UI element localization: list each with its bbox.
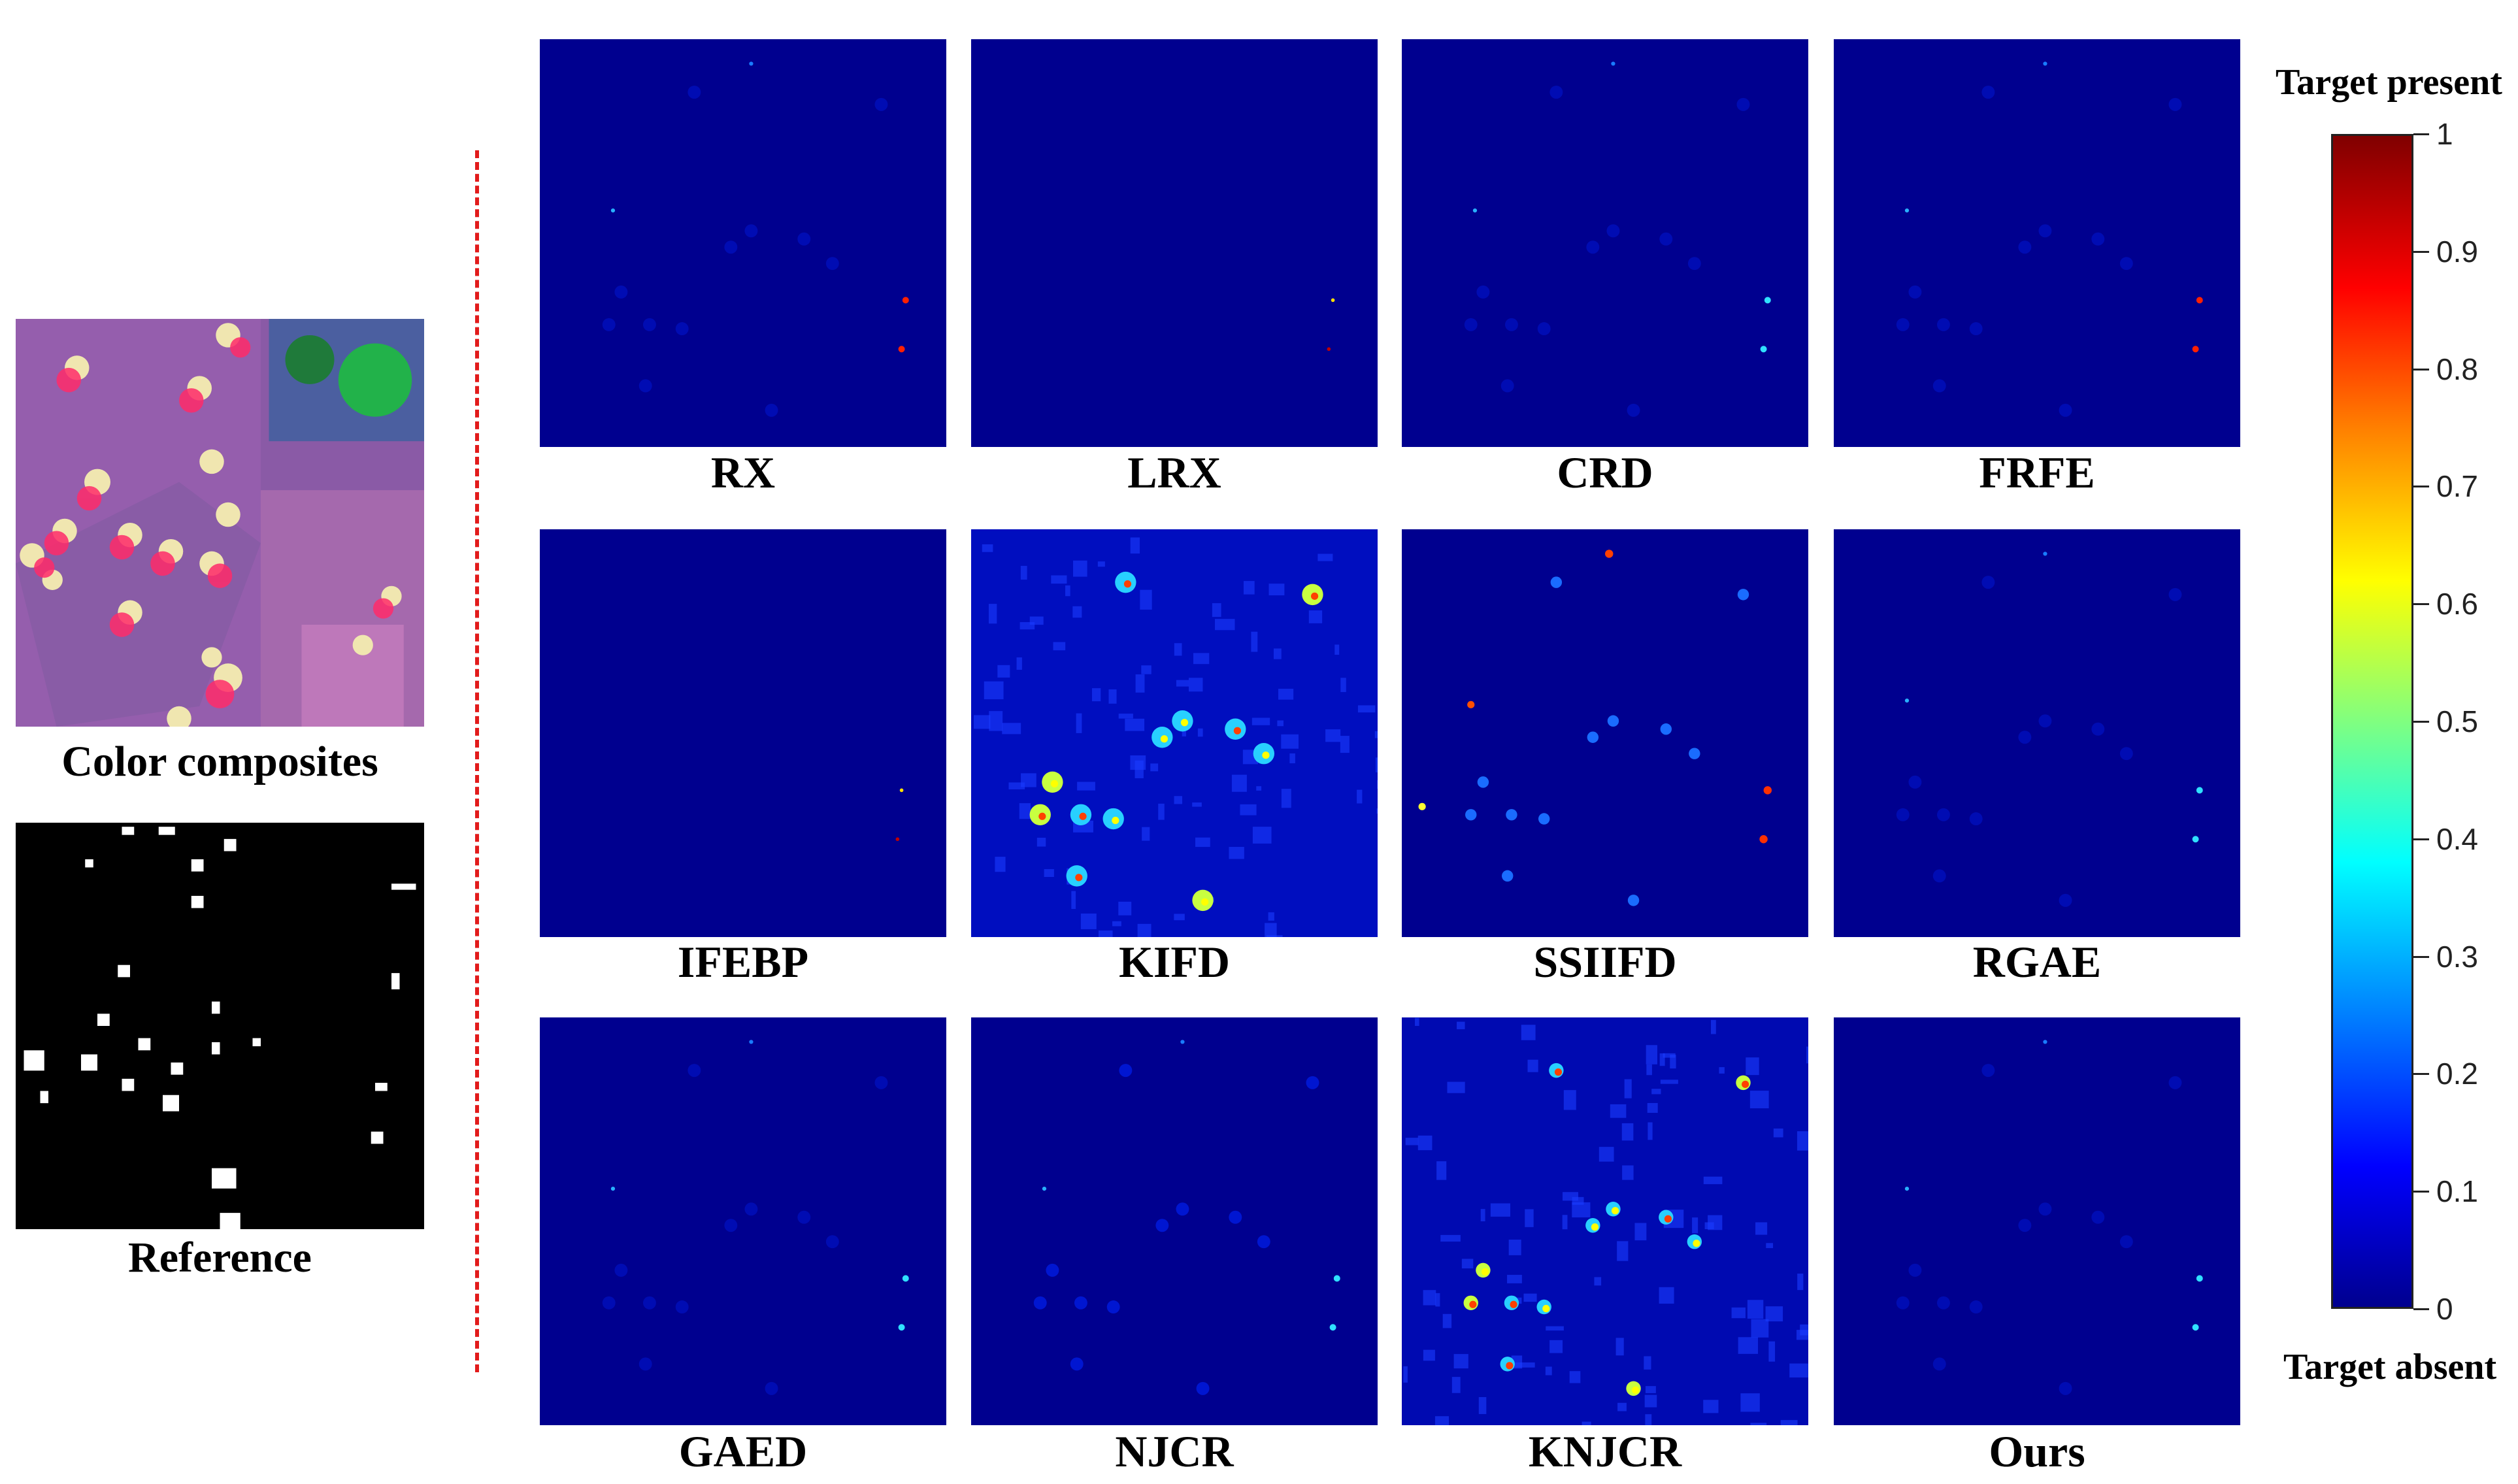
- colorbar-tick: [2413, 721, 2429, 723]
- color-composite-image: [16, 319, 424, 727]
- colorbar-tick: [2413, 368, 2429, 371]
- colorbar-top-title: Target present: [2276, 62, 2502, 103]
- colorbar-tick: [2413, 955, 2429, 958]
- detection-map-ifebp: [540, 529, 946, 937]
- colorbar-tick-label: 0.9: [2436, 234, 2478, 269]
- detection-map-ssiifd: [1402, 529, 1808, 937]
- colorbar-tick: [2413, 486, 2429, 488]
- colorbar-tick-label: 0.1: [2436, 1174, 2478, 1209]
- method-label-ours: Ours: [1989, 1426, 2085, 1476]
- color-composites-label: Color composites: [61, 738, 378, 785]
- colorbar-tick: [2413, 133, 2429, 135]
- detection-map-kifd: [971, 529, 1378, 937]
- detection-map-njcr: [971, 1017, 1378, 1425]
- colorbar-tick: [2413, 1073, 2429, 1076]
- colorbar: [2331, 134, 2413, 1309]
- red-dashed-divider: [475, 150, 479, 1372]
- detection-map-crd: [1402, 39, 1808, 447]
- colorbar-tick-label: 0.6: [2436, 587, 2478, 621]
- colorbar-tick: [2413, 1191, 2429, 1193]
- detection-map-ours: [1834, 1017, 2240, 1425]
- detection-map-lrx: [971, 39, 1378, 447]
- method-label-ifebp: IFEBP: [677, 937, 809, 987]
- method-label-knjcr: KNJCR: [1528, 1426, 1682, 1476]
- method-label-gaed: GAED: [678, 1426, 808, 1476]
- reference-label: Reference: [128, 1234, 312, 1281]
- colorbar-bottom-title: Target absent: [2283, 1347, 2497, 1387]
- method-label-lrx: LRX: [1127, 448, 1221, 497]
- colorbar-tick: [2413, 603, 2429, 606]
- colorbar-tick-label: 0.2: [2436, 1057, 2478, 1091]
- method-label-ssiifd: SSIIFD: [1533, 937, 1677, 987]
- detection-map-rgae: [1834, 529, 2240, 937]
- colorbar-tick: [2413, 838, 2429, 840]
- colorbar-tick: [2413, 1308, 2429, 1310]
- detection-map-knjcr: [1402, 1017, 1808, 1425]
- colorbar-tick-label: 1: [2436, 117, 2453, 151]
- detection-map-rx: [540, 39, 946, 447]
- colorbar-tick: [2413, 250, 2429, 253]
- colorbar-tick-label: 0: [2436, 1292, 2453, 1326]
- colorbar-tick-label: 0.5: [2436, 704, 2478, 738]
- colorbar-tick-label: 0.8: [2436, 352, 2478, 386]
- method-label-kifd: KIFD: [1119, 937, 1230, 987]
- method-label-rgae: RGAE: [1972, 937, 2102, 987]
- colorbar-tick-label: 0.4: [2436, 821, 2478, 856]
- reference-image: [16, 823, 424, 1229]
- colorbar-tick-label: 0.7: [2436, 469, 2478, 504]
- method-label-rx: RX: [710, 448, 776, 497]
- colorbar-tick-label: 0.3: [2436, 939, 2478, 974]
- method-label-njcr: NJCR: [1115, 1426, 1234, 1476]
- detection-map-frfe: [1834, 39, 2240, 447]
- method-label-frfe: FRFE: [1979, 448, 2095, 497]
- method-label-crd: CRD: [1557, 448, 1653, 497]
- detection-map-gaed: [540, 1017, 946, 1425]
